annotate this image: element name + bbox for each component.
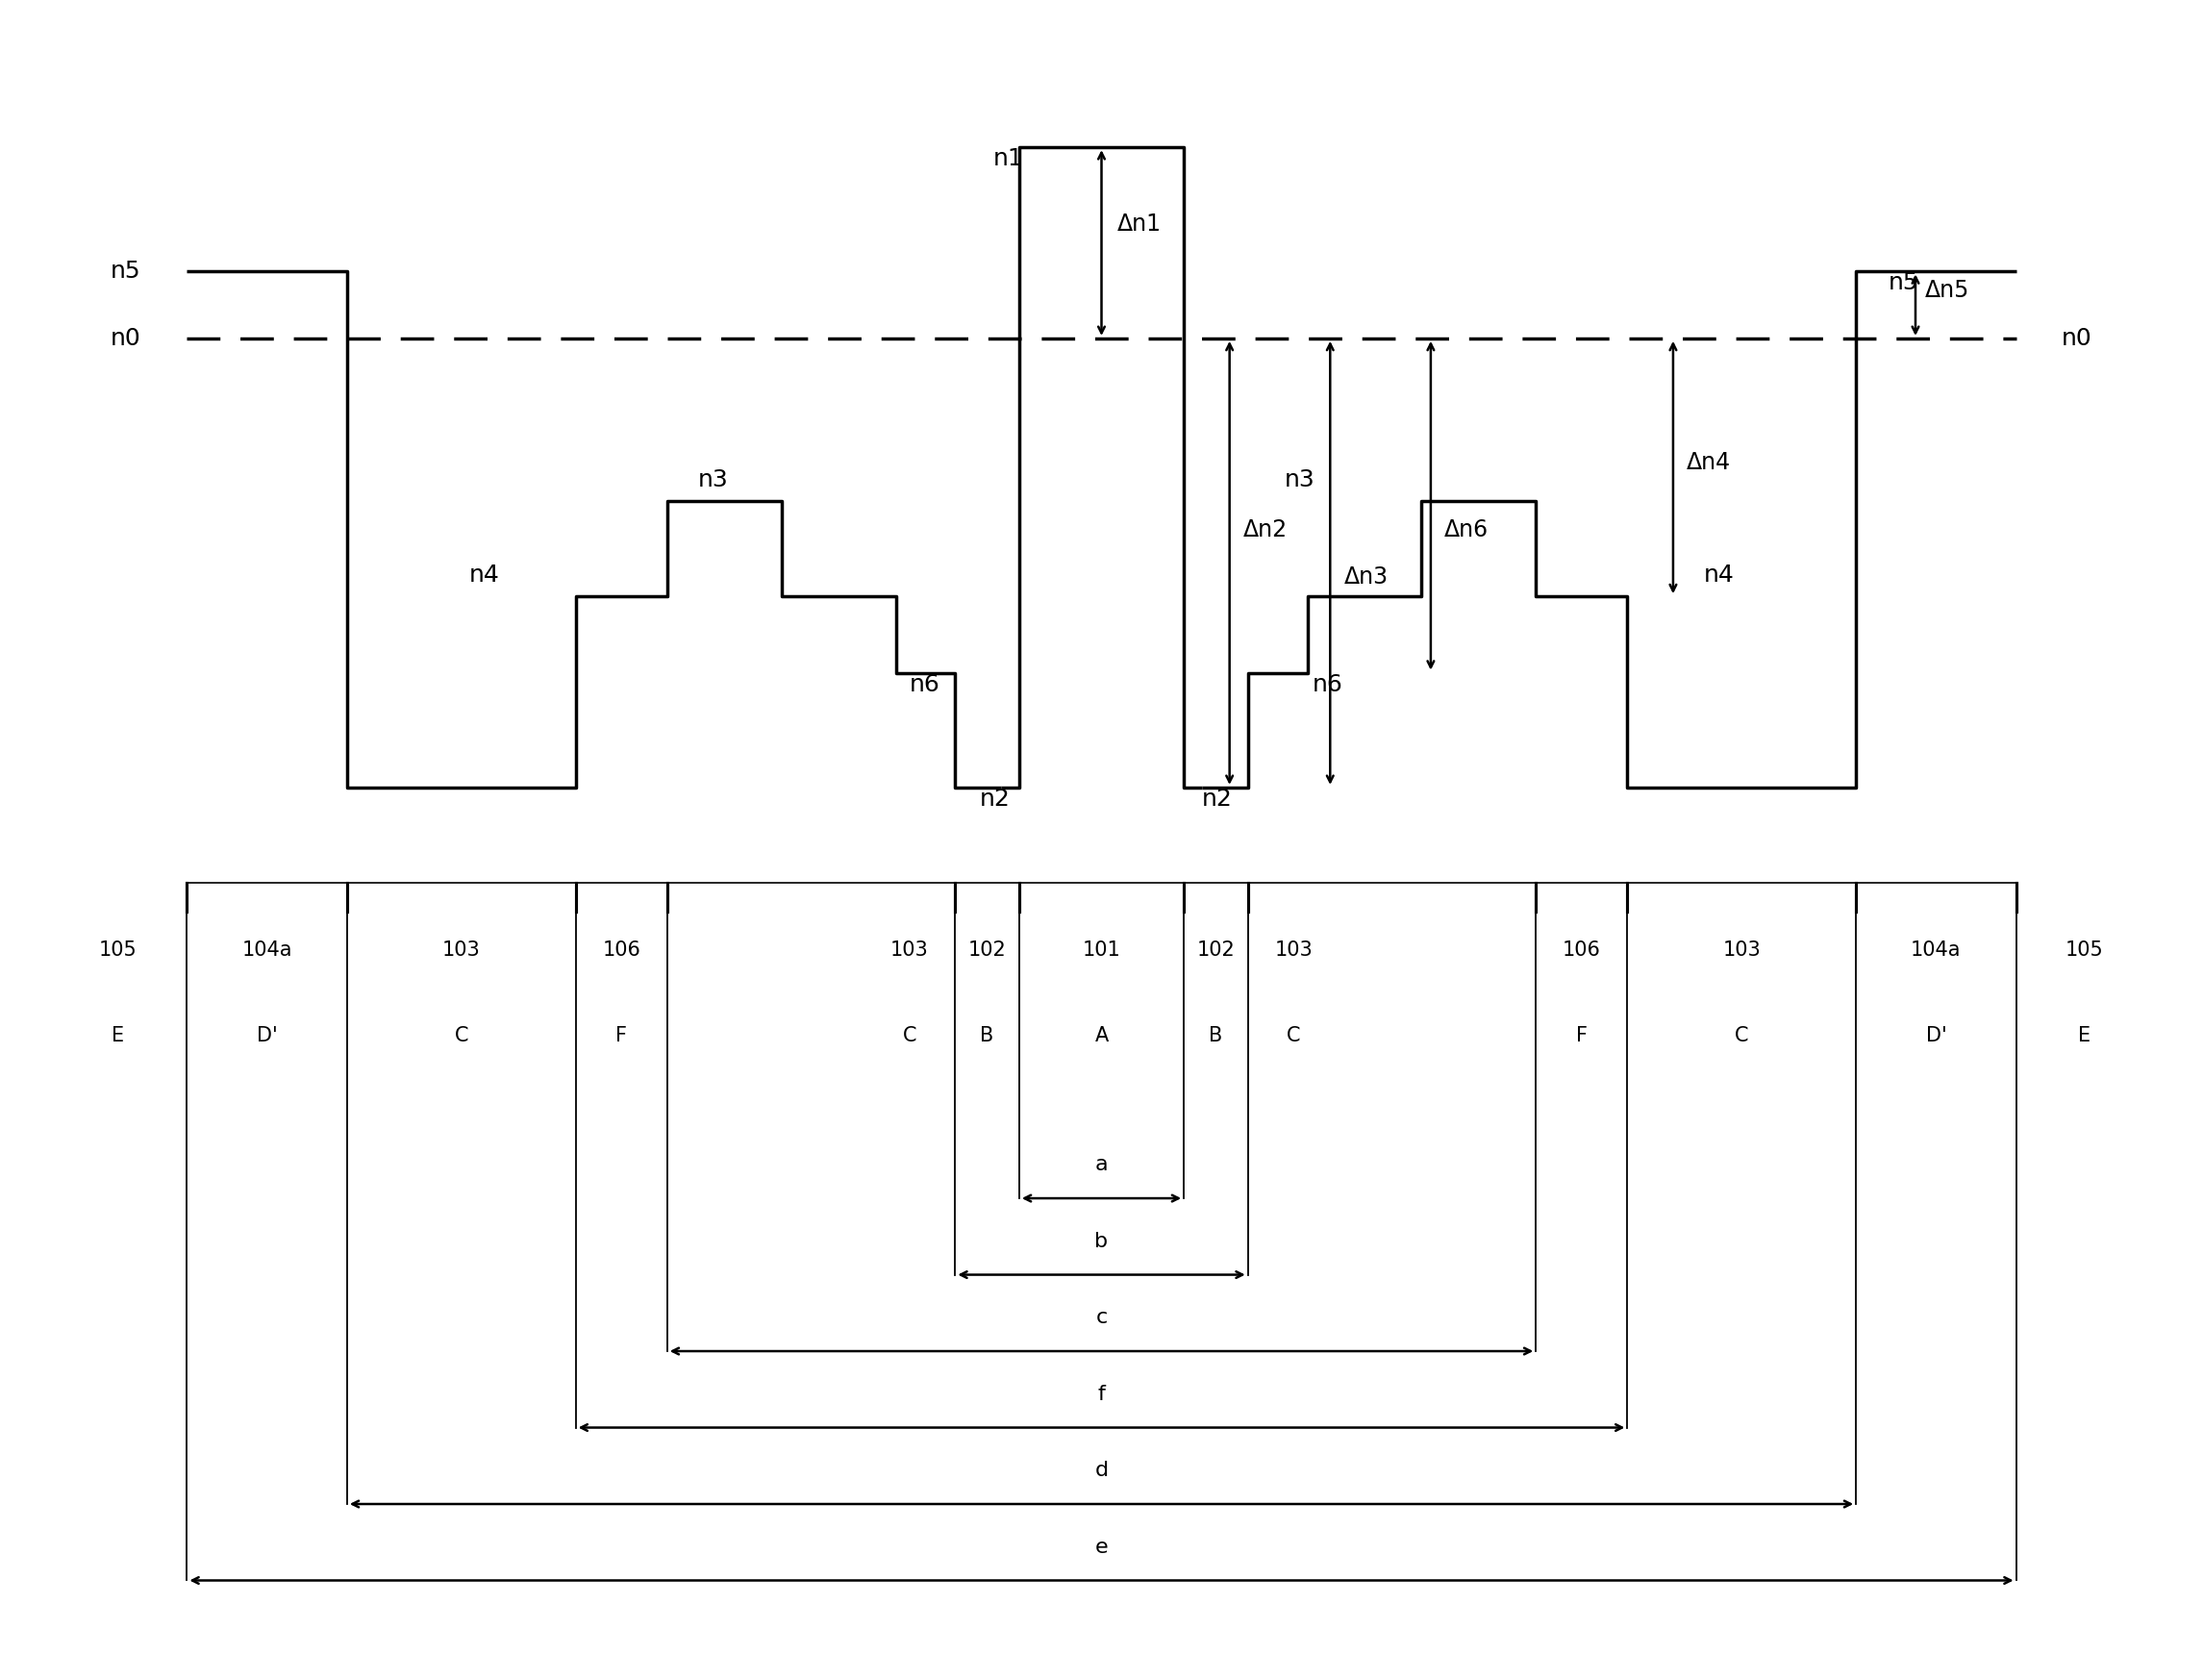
Text: F: F [1575,1026,1588,1045]
Text: n0: n0 [110,328,141,349]
Text: C: C [1734,1026,1749,1045]
Text: C: C [454,1026,469,1045]
Text: n5: n5 [1888,272,1919,294]
Text: 102: 102 [967,941,1007,959]
Text: B: B [980,1026,994,1045]
Text: n2: n2 [980,788,1009,810]
Text: E: E [112,1026,126,1045]
Text: 106: 106 [601,941,641,959]
Text: n2: n2 [1203,788,1234,810]
Text: n0: n0 [2062,328,2093,349]
Text: n4: n4 [1703,564,1734,586]
Text: 106: 106 [1562,941,1602,959]
Text: n6: n6 [910,672,941,696]
Text: d: d [1095,1462,1108,1480]
Text: Δn1: Δn1 [1117,212,1161,235]
Text: f: f [1097,1384,1106,1404]
Text: 104a: 104a [242,941,293,959]
Text: F: F [615,1026,628,1045]
Text: B: B [1209,1026,1223,1045]
Text: c: c [1095,1309,1108,1327]
Text: b: b [1095,1231,1108,1252]
Text: Δn3: Δn3 [1344,566,1388,588]
Text: n5: n5 [110,260,141,282]
Text: A: A [1095,1026,1108,1045]
Text: 103: 103 [1723,941,1760,959]
Text: a: a [1095,1156,1108,1174]
Text: 105: 105 [2066,941,2104,959]
Text: 103: 103 [1276,941,1313,959]
Text: Δn2: Δn2 [1242,517,1287,541]
Text: 105: 105 [99,941,137,959]
Text: D': D' [1925,1026,1947,1045]
Text: D': D' [256,1026,278,1045]
Text: C: C [903,1026,916,1045]
Text: n4: n4 [469,564,500,586]
Text: Δn6: Δn6 [1445,517,1489,541]
Text: 102: 102 [1196,941,1236,959]
Text: 103: 103 [443,941,480,959]
Text: Δn5: Δn5 [1925,279,1969,302]
Text: n1: n1 [994,148,1024,170]
Text: 101: 101 [1082,941,1121,959]
Text: E: E [2077,1026,2091,1045]
Text: 103: 103 [890,941,927,959]
Text: 104a: 104a [1910,941,1961,959]
Text: e: e [1095,1537,1108,1557]
Text: n3: n3 [698,469,727,491]
Text: C: C [1287,1026,1300,1045]
Text: n3: n3 [1284,469,1315,491]
Text: n6: n6 [1311,672,1342,696]
Text: Δn4: Δn4 [1687,450,1732,474]
